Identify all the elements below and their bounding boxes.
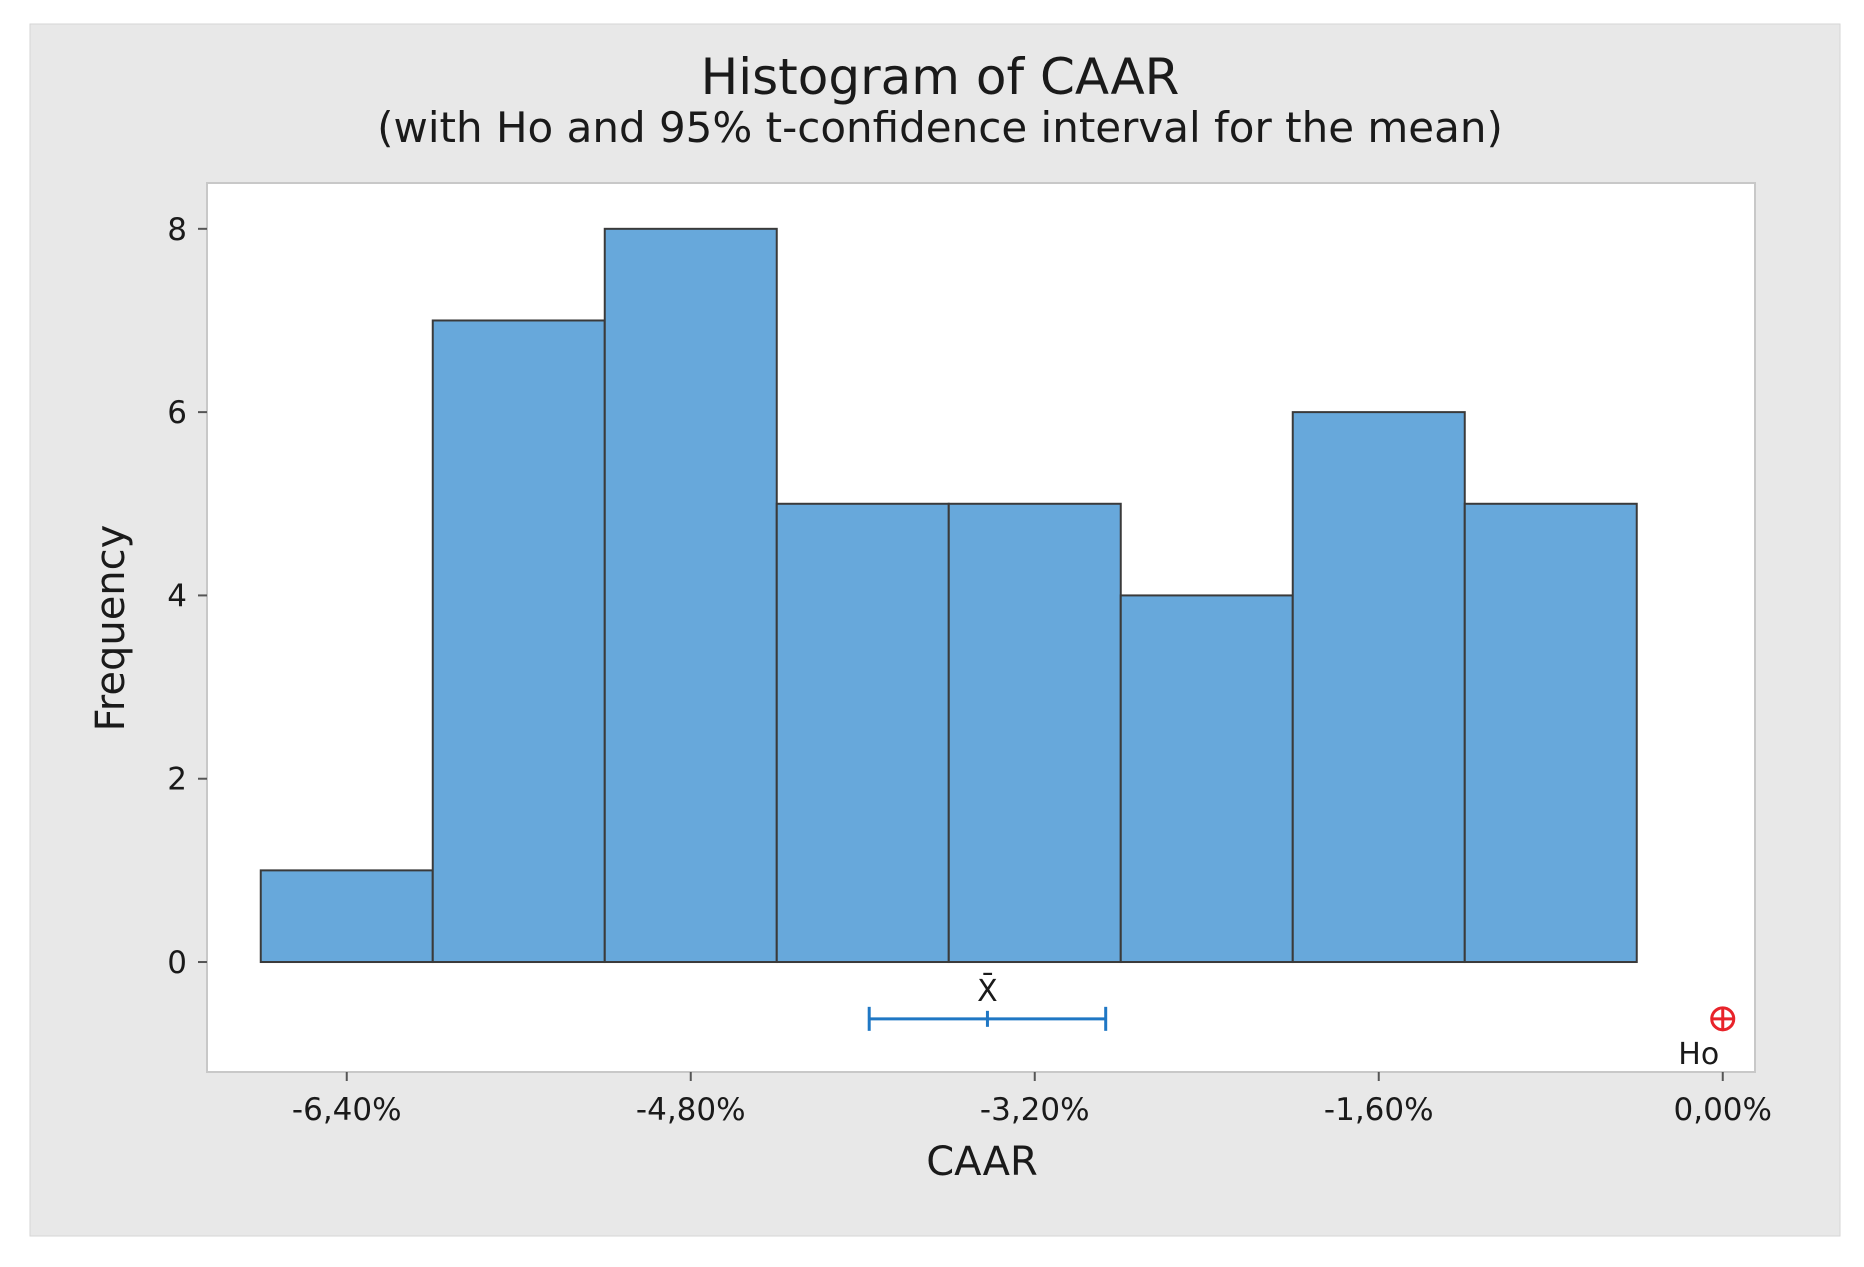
y-tick-label: 6: [167, 395, 187, 431]
histogram-bars: [259, 227, 1638, 964]
y-tick-label: 0: [167, 945, 187, 981]
histogram-bar: [431, 319, 606, 964]
y-tick-label: 4: [167, 578, 187, 614]
histogram-bar: [775, 502, 950, 964]
x-tick-label: -1,60%: [1324, 1092, 1434, 1128]
ho-label: Ho: [1678, 1037, 1719, 1072]
histogram-bar: [603, 227, 778, 964]
chart-subtitle: (with Ho and 95% t-confidence interval f…: [377, 103, 1503, 152]
y-axis: 0 2 4 6 8: [167, 212, 207, 981]
histogram-bar: [947, 502, 1122, 964]
x-tick-label: -6,40%: [292, 1092, 402, 1128]
histogram-bar: [259, 869, 434, 964]
histogram-bar: [1291, 411, 1466, 964]
ci-mean-label: X̄: [977, 972, 998, 1008]
x-axis: -6,40% -4,80% -3,20% -1,60% 0,00%: [292, 1072, 1772, 1128]
y-axis-title: Frequency: [88, 525, 134, 732]
x-tick-label: -3,20%: [980, 1092, 1090, 1128]
x-tick-label: 0,00%: [1674, 1092, 1772, 1128]
x-axis-title: CAAR: [926, 1139, 1038, 1185]
x-tick-label: -4,80%: [636, 1092, 746, 1128]
histogram-bar: [1119, 594, 1294, 964]
histogram-bar: [1463, 502, 1638, 964]
y-tick-label: 2: [167, 762, 187, 798]
null-hypothesis-marker: Ho: [1678, 1006, 1736, 1072]
chart-title: Histogram of CAAR: [701, 48, 1180, 106]
y-tick-label: 8: [167, 212, 187, 248]
confidence-interval: X̄: [867, 972, 1108, 1031]
